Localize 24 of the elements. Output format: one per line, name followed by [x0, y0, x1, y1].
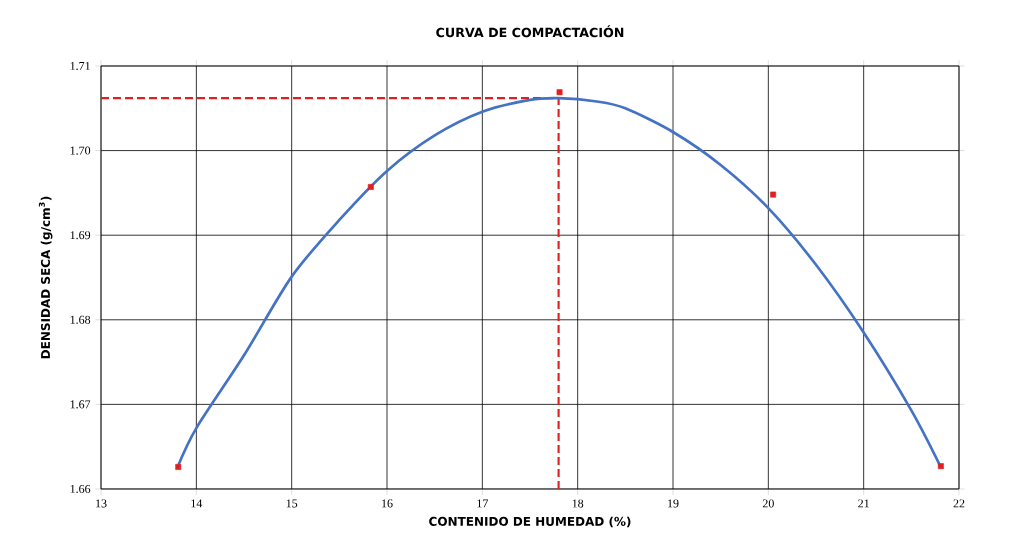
y-tick-label: 1.68 — [70, 315, 91, 324]
x-tick-label: 15 — [286, 499, 298, 508]
y-tick-label: 1.69 — [70, 231, 91, 240]
y-tick-label: 1.70 — [70, 146, 91, 155]
x-tick-label: 13 — [96, 499, 107, 508]
y-tick-label: 1.71 — [70, 61, 90, 71]
point — [556, 89, 563, 96]
x-tick-label: 16 — [382, 499, 393, 508]
x-tick-label: 20 — [762, 499, 774, 508]
point — [175, 464, 182, 470]
x-tick-label: 18 — [572, 499, 584, 508]
x-tick-label: 19 — [668, 499, 679, 508]
y-tick-label: 1.67 — [70, 400, 91, 409]
x-tick-label: 17 — [477, 499, 488, 508]
point — [367, 184, 374, 190]
x-axis-title: CONTENIDO DE HUMEDAD (%) — [429, 516, 631, 528]
point — [937, 463, 944, 470]
x-tick-label: 14 — [191, 499, 203, 508]
x-tick-label: 21 — [858, 499, 869, 508]
x-tick-label: 22 — [953, 499, 965, 508]
y-tick-label: 1.66 — [70, 484, 91, 494]
chart-title: CURVA DE COMPACTACIÓN — [436, 25, 624, 38]
y-axis-title: DENSIDAD SECA (g/cm$^{3}$) — [38, 196, 53, 359]
point — [770, 191, 777, 198]
